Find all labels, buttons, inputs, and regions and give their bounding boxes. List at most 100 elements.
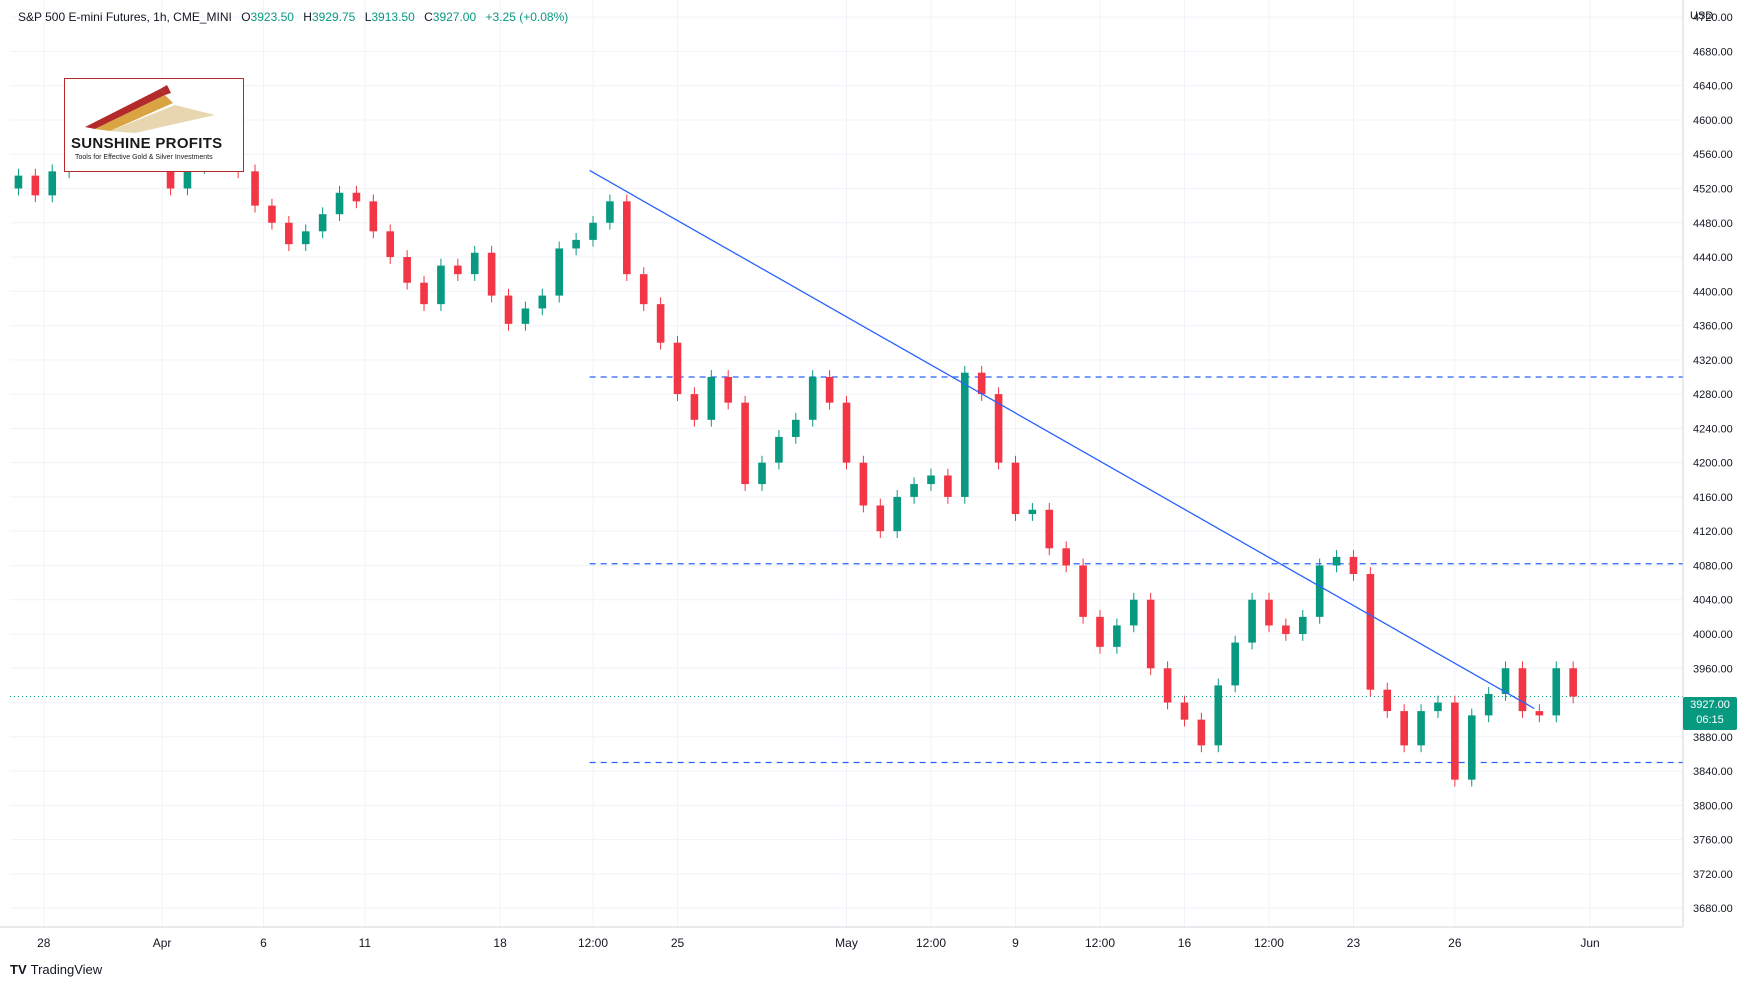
candle-body [758, 462, 766, 485]
candle [268, 198, 276, 230]
candle-body [1079, 565, 1087, 617]
time-tick-label: 12:00 [1254, 936, 1284, 950]
candle [589, 215, 597, 247]
downtrend-line [589, 169, 1535, 710]
candle [1028, 502, 1037, 521]
candle [285, 215, 293, 252]
candle [1180, 695, 1189, 727]
candle [1366, 567, 1375, 697]
time-tick-label: May [835, 936, 858, 950]
low-value: 3913.50 [371, 10, 415, 24]
candle-body [1163, 668, 1172, 703]
candle-body [352, 192, 361, 202]
logo-swoosh-icon [85, 85, 215, 133]
candle [572, 233, 580, 256]
price-tick-label: 4720.00 [1693, 12, 1733, 24]
price-tick-label: 4080.00 [1693, 560, 1733, 572]
candle-body [690, 394, 699, 420]
candle-body [656, 304, 665, 343]
candle [690, 387, 699, 427]
candle-body [251, 171, 259, 206]
candle [707, 370, 716, 427]
candle [842, 395, 851, 470]
candle-body [1282, 625, 1290, 634]
candle-body [403, 257, 411, 283]
candle-body [437, 265, 445, 305]
candle [1315, 558, 1324, 624]
symbol-title: S&P 500 E-mini Futures, 1h, CME_MINI [18, 10, 232, 24]
candle [606, 194, 614, 230]
candle [301, 224, 310, 252]
time-tick-label: 12:00 [578, 936, 608, 950]
candlestick-series [14, 121, 1577, 787]
price-tick-label: 3760.00 [1693, 835, 1733, 847]
price-tick-label: 4040.00 [1693, 595, 1733, 607]
candle [623, 194, 631, 282]
candle-body [470, 252, 479, 275]
candle-body [166, 158, 175, 189]
candle [960, 365, 969, 504]
candle-body [1265, 599, 1273, 626]
candle [437, 258, 445, 311]
candle-body [1214, 685, 1223, 746]
candle [487, 245, 496, 303]
candle [504, 288, 513, 331]
candle [31, 168, 40, 203]
candle [1298, 610, 1307, 641]
candle [369, 194, 378, 239]
candle-body [1417, 711, 1425, 746]
candle [470, 245, 479, 282]
candle [1552, 661, 1561, 723]
tradingview-name: TradingView [30, 962, 103, 977]
candle [1197, 712, 1206, 753]
horizontal-levels [10, 376, 1683, 764]
price-tick-label: 4400.00 [1693, 286, 1733, 298]
candle [1045, 502, 1054, 556]
candle [420, 275, 428, 311]
candle-body [268, 205, 276, 223]
candle-body [994, 394, 1003, 463]
sunshine-profits-logo: SUNSHINE PROFITS Tools for Effective Gol… [64, 78, 244, 172]
price-axis[interactable]: 4720.00 4680.00 4640.00 4600.00 4560.00 4520.… [1682, 0, 1733, 927]
candle [808, 370, 817, 427]
candle-body [977, 372, 986, 395]
candle-body [487, 252, 496, 296]
candle [673, 335, 682, 401]
candle-body [1113, 625, 1121, 647]
candle-body [301, 231, 310, 245]
candle [639, 267, 648, 311]
candle-body [31, 175, 40, 196]
tradingview-logo-icon: TV [10, 962, 27, 977]
candle-body [944, 475, 952, 497]
candle-body [1383, 689, 1392, 712]
candle [454, 258, 462, 282]
candle [1113, 618, 1121, 654]
candle-body [893, 496, 901, 532]
time-tick-label: 16 [1178, 936, 1192, 950]
candle [1535, 704, 1544, 723]
close-label: C [424, 10, 433, 24]
price-tick-label: 4680.00 [1693, 46, 1733, 58]
candle [352, 185, 361, 209]
candle-body [1349, 556, 1358, 575]
candle [656, 297, 665, 350]
candle-body [454, 265, 462, 275]
candle-body [1028, 509, 1037, 515]
time-tick-label: 9 [1012, 936, 1019, 950]
price-tick-label: 4440.00 [1693, 252, 1733, 264]
time-axis[interactable]: 28 Apr 6 11 18 12:00 25 May 12:00 9 12:00 16 12:00 23… [0, 926, 1683, 950]
price-tick-label: 4360.00 [1693, 321, 1733, 333]
candle [1079, 558, 1087, 624]
candle-body [1451, 702, 1459, 780]
candle-body [335, 192, 344, 215]
symbol-header: S&P 500 E-mini Futures, 1h, CME_MINI O39… [18, 10, 574, 24]
candle-body [1129, 599, 1138, 626]
high-value: 3929.75 [311, 10, 356, 24]
price-tick-label: 4160.00 [1693, 492, 1733, 504]
last-price-badge: 3927.00 06:15 [1683, 697, 1737, 730]
candle [876, 498, 885, 539]
tradingview-branding[interactable]: TV TradingView [10, 962, 102, 977]
candle-body [1096, 616, 1104, 647]
candle-body [1332, 556, 1341, 566]
